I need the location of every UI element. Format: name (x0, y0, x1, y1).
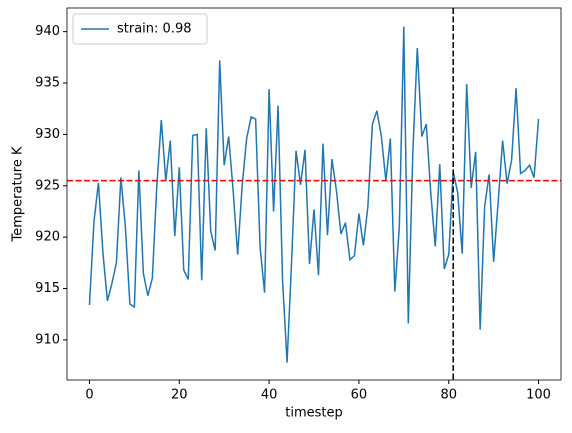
legend-label: strain: 0.98 (117, 22, 192, 37)
x-tick-label: 80 (440, 388, 457, 403)
y-tick-label: 915 (35, 281, 60, 296)
y-tick-label: 940 (35, 24, 60, 39)
y-tick-label: 930 (35, 127, 60, 142)
x-tick-label: 40 (261, 388, 278, 403)
x-tick-label: 0 (85, 388, 93, 403)
x-tick-label: 100 (526, 388, 551, 403)
legend-box (72, 13, 208, 45)
y-tick-label: 910 (35, 332, 60, 347)
y-tick-label: 925 (35, 178, 60, 193)
y-tick-label: 920 (35, 230, 60, 245)
x-tick-label: 60 (351, 388, 368, 403)
plot-frame (66, 7, 562, 381)
y-tick-label: 935 (35, 76, 60, 91)
y-axis-label: Temperature K (11, 146, 26, 242)
series-line (88, 26, 540, 363)
x-axis-label: timestep (285, 406, 343, 421)
x-tick-label: 20 (171, 388, 188, 403)
